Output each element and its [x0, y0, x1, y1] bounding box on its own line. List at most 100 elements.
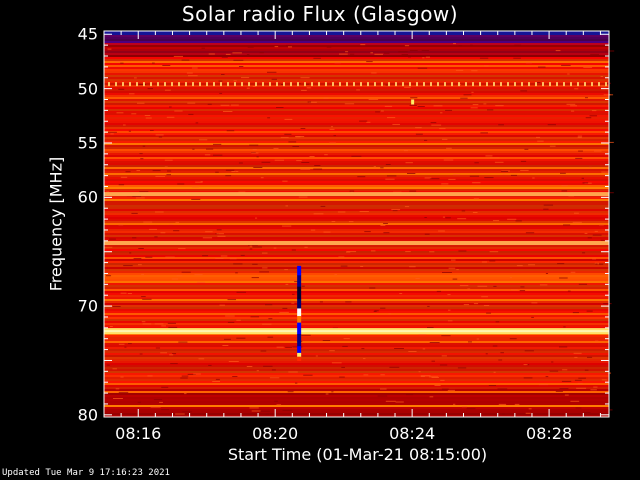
- heatmap-speckle: [557, 263, 565, 265]
- heatmap-speckle: [133, 258, 142, 260]
- heatmap-speckle: [458, 45, 463, 47]
- heatmap-speckle: [520, 90, 528, 92]
- heatmap-dot: [395, 82, 397, 87]
- heatmap-speckle: [324, 154, 328, 156]
- heatmap-speckle: [207, 103, 212, 105]
- heatmap-speckle: [293, 55, 303, 57]
- heatmap-speckle: [383, 232, 390, 234]
- heatmap-speckle: [595, 263, 598, 265]
- heatmap-speckle: [178, 248, 186, 250]
- heatmap-speckle: [337, 211, 346, 213]
- heatmap-speckle: [166, 174, 171, 176]
- heatmap-row: [104, 379, 609, 381]
- heatmap-speckle: [246, 87, 250, 89]
- heatmap-speckle: [538, 384, 549, 386]
- heatmap-row: [104, 273, 609, 275]
- heatmap-speckle: [107, 48, 112, 50]
- heatmap-speckle: [590, 53, 600, 55]
- heatmap-row: [104, 175, 609, 177]
- heatmap-speckle: [364, 231, 371, 233]
- heatmap-speckle: [215, 378, 220, 380]
- heatmap-speckle: [489, 157, 500, 159]
- heatmap-speckle: [442, 272, 452, 273]
- heatmap-row: [104, 263, 609, 265]
- heatmap-speckle: [138, 84, 147, 85]
- heatmap-speckle: [323, 231, 331, 233]
- heatmap-row: [104, 237, 609, 239]
- heatmap-speckle: [559, 388, 569, 390]
- heatmap-row: [104, 281, 609, 283]
- heatmap-speckle: [217, 235, 226, 237]
- heatmap-speckle: [172, 353, 177, 355]
- heatmap-speckle: [439, 364, 448, 366]
- heatmap-row: [104, 187, 609, 189]
- heatmap-row: [104, 109, 609, 111]
- heatmap-speckle: [483, 305, 490, 306]
- heatmap-dot: [157, 82, 159, 87]
- heatmap-speckle: [227, 321, 235, 323]
- heatmap-bright-band: [104, 241, 609, 246]
- x-axis-label: Start Time (01-Mar-21 08:15:00): [227, 445, 488, 464]
- heatmap-dot: [150, 82, 152, 87]
- heatmap-speckle: [429, 396, 434, 398]
- heatmap-row: [104, 83, 609, 85]
- heatmap-speckle: [351, 155, 362, 157]
- heatmap-speckle: [331, 362, 342, 364]
- heatmap-speckle: [560, 172, 566, 174]
- heatmap-row: [104, 51, 609, 53]
- heatmap-speckle: [232, 55, 236, 57]
- heatmap-speckle: [265, 413, 270, 415]
- heatmap-speckle: [313, 213, 324, 215]
- heatmap-row: [104, 363, 609, 365]
- heatmap-dot: [381, 82, 383, 87]
- heatmap-row: [104, 409, 609, 411]
- heatmap-row: [104, 37, 609, 39]
- heatmap-speckle: [502, 413, 505, 415]
- heatmap-speckle: [279, 311, 289, 313]
- heatmap-speckle: [485, 353, 488, 355]
- heatmap-speckle: [375, 111, 380, 113]
- heatmap-speckle: [339, 53, 348, 55]
- heatmap-dot: [269, 82, 271, 87]
- heatmap-speckle: [260, 350, 267, 352]
- heatmap-speckle: [142, 298, 152, 300]
- heatmap-speckle: [262, 252, 268, 254]
- heatmap-row: [104, 95, 609, 97]
- heatmap-speckle: [458, 250, 467, 252]
- heatmap-speckle: [440, 112, 443, 114]
- heatmap-speckle: [329, 350, 335, 352]
- heatmap-speckle: [216, 229, 222, 231]
- heatmap-speckle: [424, 233, 430, 235]
- heatmap-speckle: [439, 128, 446, 130]
- heatmap-speckle: [398, 51, 408, 53]
- heatmap-speckle: [145, 256, 153, 258]
- heatmap-speckle: [477, 285, 488, 287]
- heatmap-speckle: [445, 217, 451, 219]
- heatmap-speckle: [456, 269, 459, 271]
- heatmap-row: [104, 309, 609, 311]
- heatmap-speckle: [314, 165, 321, 166]
- heatmap-speckle: [227, 299, 237, 301]
- heatmap-speckle: [118, 224, 124, 226]
- heatmap-dot: [248, 82, 250, 87]
- heatmap-speckle: [247, 46, 254, 48]
- heatmap-speckle: [125, 171, 131, 173]
- heatmap-row: [104, 383, 609, 385]
- heatmap-speckle: [339, 376, 345, 378]
- heatmap-speckle: [129, 252, 132, 254]
- heatmap-speckle: [330, 126, 334, 128]
- heatmap-row: [104, 169, 609, 171]
- heatmap-speckle: [525, 62, 532, 64]
- heatmap-row: [104, 65, 609, 67]
- heatmap-dot: [241, 82, 243, 87]
- heatmap-speckle: [361, 348, 365, 350]
- heatmap-speckle: [422, 348, 426, 350]
- heatmap-speckle: [391, 209, 401, 211]
- heatmap-row: [104, 351, 609, 353]
- burst-segment: [297, 275, 302, 288]
- heatmap-speckle: [206, 148, 214, 150]
- heatmap-speckle: [404, 86, 411, 88]
- heatmap-speckle: [519, 290, 526, 292]
- heatmap-speckle: [301, 89, 307, 91]
- heatmap-speckle: [323, 97, 329, 99]
